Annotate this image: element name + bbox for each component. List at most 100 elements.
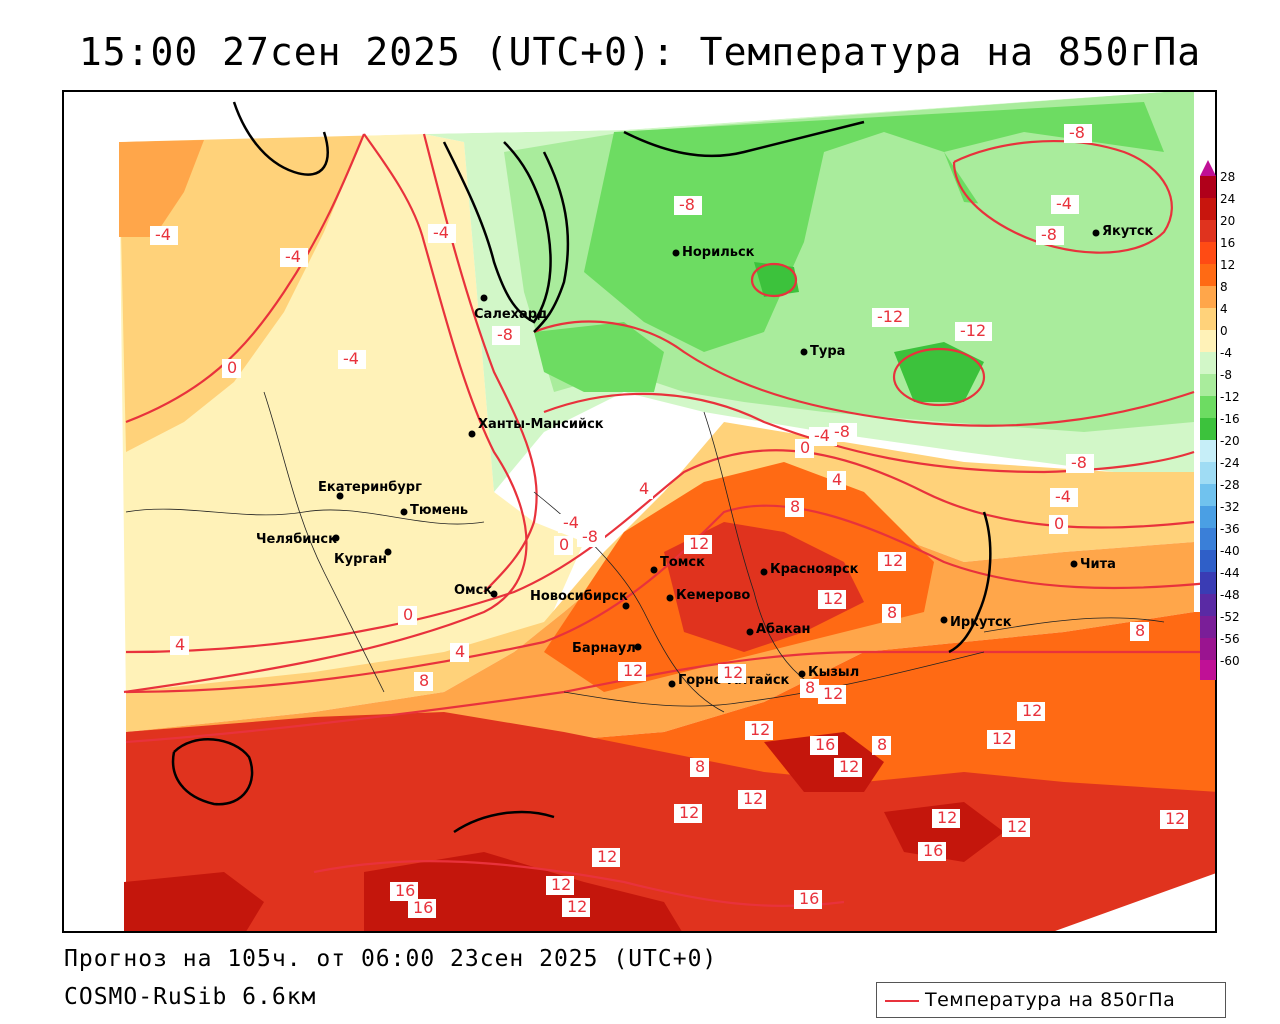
field-nodata-se [1055,873,1215,931]
city-khanty-mansiysk[interactable]: Ханты-Мансийск [468,417,604,438]
city-label: Чита [1080,557,1116,572]
scale-tick-label: -32 [1220,500,1240,514]
isoline-label-bg [1049,515,1068,534]
isoline-minus4-east [543,392,1195,474]
scale-tick-label: 24 [1220,192,1235,206]
city-tomsk[interactable]: Томск [650,555,706,574]
city-omsk[interactable]: Омск [454,583,498,598]
isoline-label-bg [390,882,418,901]
scale-tick-label: -52 [1220,610,1240,624]
city-chita[interactable]: Чита [1070,557,1116,572]
scale-swatch [1200,616,1216,638]
isoline-label-bg [280,248,308,267]
scale-swatch [1200,550,1216,572]
city-tura[interactable]: Тура [800,344,846,359]
scale-swatch [1200,374,1216,396]
scale-swatch [1200,308,1216,330]
isoline-label-bg [554,536,573,555]
city-chelyabinsk[interactable]: Челябинск [256,532,340,547]
legend-line-swatch [885,1000,919,1002]
city-norilsk[interactable]: Норильск [672,245,755,260]
map-panel[interactable]: Норильск Якутск Салехард Тура Ханты-Манс… [62,90,1217,933]
isoline-label-bg [1160,810,1188,829]
isoline-value-label: 12 [1022,701,1042,720]
field-light-warm-band [126,422,1194,732]
coastline-yamal [442,141,552,324]
field-nodata-west [64,92,119,931]
coastlines [171,101,992,834]
isoline-value-label: 12 [1007,817,1027,836]
isoline-label-bg [634,480,653,499]
scale-tick-label: 8 [1220,280,1228,294]
city-salekhard[interactable]: Салехард [474,294,548,323]
scale-swatch [1200,418,1216,440]
isoline-value-label: -8 [1069,123,1085,142]
scale-tick-label: -36 [1220,522,1240,536]
city-yakutsk[interactable]: Якутск [1092,224,1154,239]
scale-tick-label: -16 [1220,412,1240,426]
isoline-value-label: -12 [877,307,903,326]
field-light-warm-nw [119,134,364,452]
isoline-label-bg [872,736,891,755]
field-nodata-top [64,92,1164,142]
city-abakan[interactable]: Абакан [746,622,811,637]
isoline-label-bg [592,848,620,867]
scale-bottom-arrow [1200,664,1216,680]
isoline-label-bg [1064,124,1092,143]
city-kurgan[interactable]: Курган [334,548,392,568]
city-barnaul[interactable]: Барнаул [572,641,642,656]
isoline-4-band [125,449,1195,654]
isoline-value-label: 0 [403,605,413,624]
isoline-labels: -8-4-8-8-4-4-8-12-12-4-4-8-4 -804-88-40-4… [150,123,1215,918]
city-label: Якутск [1102,224,1154,239]
isoline-value-label: 0 [559,535,569,554]
isoline-label-bg [918,842,946,861]
aral-sea [171,738,254,806]
scale-tick-label: -48 [1220,588,1240,602]
isoline-ring-2 [750,262,798,298]
isoline-label-bg [785,498,804,517]
isoline-value-label: -4 [155,225,171,244]
isoline-label-bg [794,890,822,909]
field-very-hot-4 [124,872,264,931]
forecast-info: Прогноз на 105ч. от 06:00 23сен 2025 (UT… [64,946,718,972]
isoline-value-label: 8 [419,671,429,690]
isoline-value-label: -8 [497,325,513,344]
isoline-value-label: 16 [923,841,943,860]
scale-tick-label: 16 [1220,236,1235,250]
city-kemerovo[interactable]: Кемерово [666,588,751,603]
isoline-value-label: 4 [175,635,185,654]
isoline-value-label: 12 [623,661,643,680]
isoline-12 [125,650,1215,744]
isoline-label-bg [745,721,773,740]
isolines [123,133,1215,908]
isoline-label-bg [618,662,646,681]
isoline-label-bg [932,809,960,828]
borders [125,391,1165,713]
scale-tick-label: -12 [1220,390,1240,404]
city-novosibirsk[interactable]: Новосибирск [530,589,630,610]
scale-tick-label: -24 [1220,456,1240,470]
isoline-label-bg [674,804,702,823]
city-krasnoyarsk[interactable]: Красноярск [760,562,859,577]
isoline-label-bg [398,606,417,625]
isoline-label-bg [955,322,992,341]
isoline-value-label: -8 [679,195,695,214]
scale-swatch [1200,242,1216,264]
city-irkutsk[interactable]: Иркутск [940,615,1012,630]
isoline-value-label: 16 [413,898,433,917]
isoline-label-bg [872,308,909,327]
isoline-label-bg [222,359,241,378]
isoline-value-label: -12 [960,321,986,340]
field-hot-center [664,522,864,652]
isoline-value-label: 4 [832,470,842,489]
city-yekaterinburg[interactable]: Екатеринбург [318,480,422,500]
border-1 [125,508,485,525]
city-kyzyl[interactable]: Кызыл [798,665,860,680]
scale-tick-label: -60 [1220,654,1240,668]
isoline-value-label: 4 [639,479,649,498]
isoline-label-bg [170,636,189,655]
city-tyumen[interactable]: Тюмень [400,503,469,518]
isoline-value-label: -8 [1071,453,1087,472]
isoline-label-bg [878,552,906,571]
